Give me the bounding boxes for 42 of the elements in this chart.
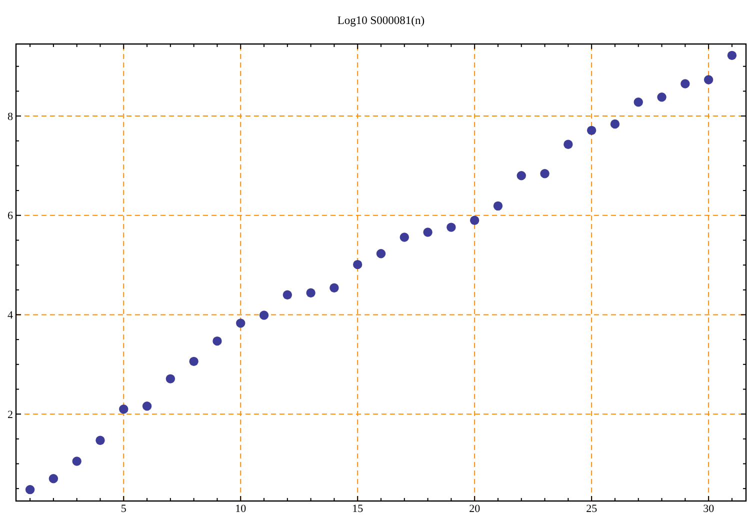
point (96, 436, 105, 445)
point (376, 249, 386, 258)
point (25, 484, 35, 494)
point (586, 126, 596, 136)
point (142, 402, 152, 411)
point (282, 290, 292, 300)
y-tick-label: 8 (8, 110, 14, 123)
point (540, 169, 550, 178)
x-tick-label: 15 (352, 503, 364, 515)
point (119, 404, 128, 414)
point (634, 98, 643, 107)
point (306, 288, 316, 298)
point (259, 310, 269, 320)
point (704, 75, 714, 84)
point (564, 140, 573, 149)
chart-title: Log10 S000081(n) (337, 15, 425, 27)
y-tick-label: 2 (8, 408, 13, 421)
point (423, 228, 432, 237)
point (657, 92, 666, 102)
x-tick-label: 5 (120, 503, 127, 515)
point (727, 50, 737, 60)
point (400, 232, 409, 242)
x-tick-label: 25 (586, 503, 598, 515)
point (610, 119, 620, 129)
point (446, 222, 456, 232)
point (353, 260, 362, 270)
point (493, 201, 503, 211)
point (330, 283, 339, 292)
y-tick-label: 4 (8, 310, 14, 322)
point (236, 318, 246, 328)
point (516, 171, 526, 180)
x-tick-label: 20 (469, 503, 481, 515)
point (680, 79, 690, 88)
y-tick-label: 6 (8, 210, 14, 222)
x-tick-label: 10 (235, 503, 247, 515)
point (166, 374, 176, 384)
x-tick-label: 30 (703, 503, 715, 515)
point (48, 474, 58, 484)
point (212, 336, 222, 346)
point (470, 216, 480, 225)
point (189, 356, 198, 366)
point (72, 456, 82, 466)
